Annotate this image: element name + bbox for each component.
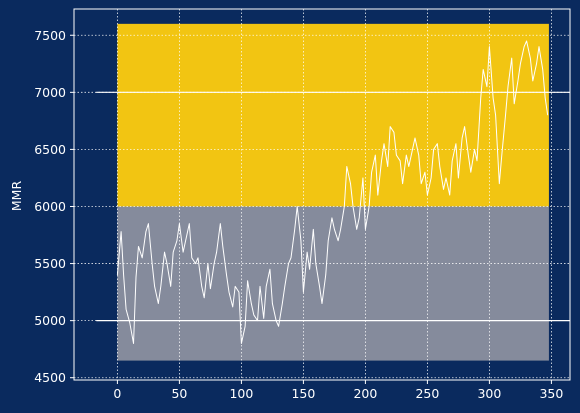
x-tick-label: 250 xyxy=(415,386,439,401)
gray-band xyxy=(117,206,549,361)
x-tick-label: 350 xyxy=(539,386,563,401)
x-tick-label: 200 xyxy=(353,386,377,401)
x-tick-label: 0 xyxy=(113,386,121,401)
x-tick-label: 150 xyxy=(291,386,315,401)
y-axis-label: MMR xyxy=(9,181,24,212)
y-tick-label: 5000 xyxy=(34,313,66,328)
y-tick-label: 6500 xyxy=(34,142,66,157)
y-tick-label: 6000 xyxy=(34,199,66,214)
y-tick-label: 7000 xyxy=(34,85,66,100)
axes-frame xyxy=(73,8,571,381)
y-tick-label: 7500 xyxy=(34,28,66,43)
mmr-series-line xyxy=(116,40,549,344)
y-tick-label: 5500 xyxy=(34,256,66,271)
gold-band xyxy=(117,23,549,207)
x-tick-label: 300 xyxy=(477,386,501,401)
x-tick-label: 50 xyxy=(171,386,187,401)
y-tick-label: 4500 xyxy=(34,370,66,385)
x-tick-label: 100 xyxy=(229,386,253,401)
